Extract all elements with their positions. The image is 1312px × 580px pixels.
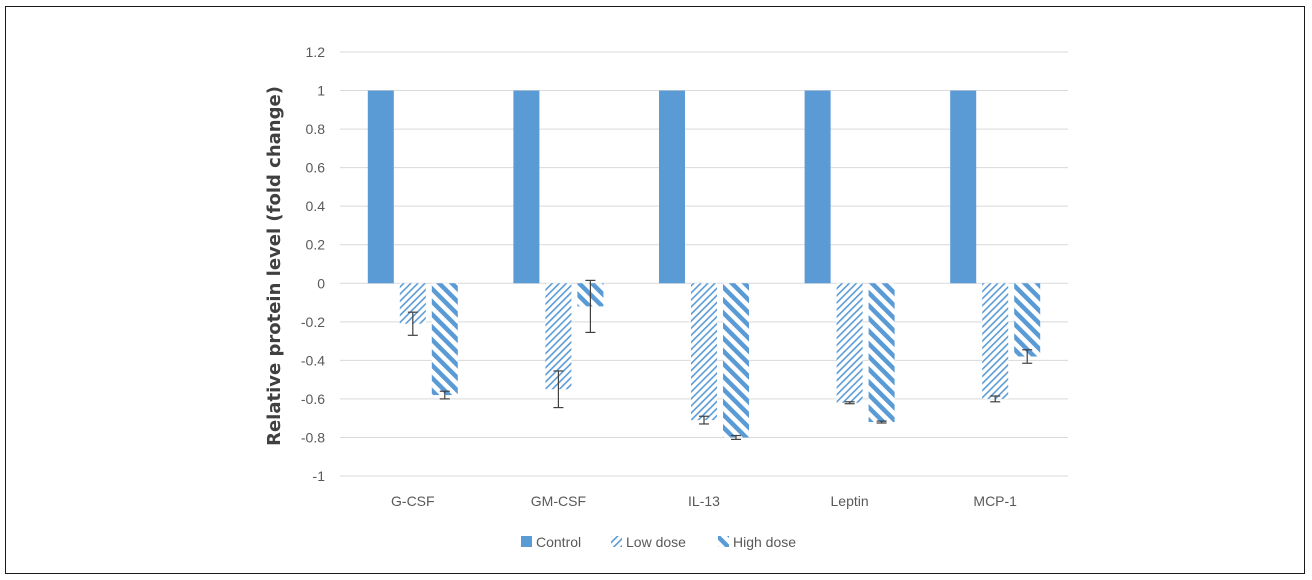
error-bar: [699, 415, 709, 425]
y-tick-label: 1.2: [306, 44, 326, 60]
x-category-label: GM-CSF: [531, 493, 586, 509]
bar-high-dose-il-13: [723, 283, 749, 438]
y-tick-label: 0.8: [306, 121, 326, 137]
error-bar: [585, 279, 596, 334]
bar-high-dose-leptin: [868, 283, 895, 423]
legend: Control Low dose High dose: [521, 534, 796, 550]
y-tick-label: -0.8: [301, 429, 325, 445]
y-axis-ticks: 1.2 1 0.8 0.6 0.4 0.2 0 -0.2 -0.4 -0.6 -0.8 -1: [301, 44, 325, 484]
y-tick-label: 0.6: [306, 160, 326, 176]
bar-low-dose-il-13: [691, 283, 717, 421]
bar-control-mcp-1: [950, 90, 977, 284]
legend-item: Low dose: [611, 534, 686, 550]
bars: [367, 90, 1041, 438]
y-axis-title: Relative protein level (fold change): [264, 86, 285, 446]
x-category-label: Leptin: [831, 493, 869, 509]
legend-swatch: [718, 536, 729, 547]
y-tick-label: -0.6: [301, 391, 325, 407]
error-bar: [553, 370, 564, 409]
bar-low-dose-mcp-1: [982, 283, 1009, 399]
error-bar: [407, 311, 418, 336]
error-bars: [407, 279, 1033, 440]
bar-low-dose-leptin: [836, 283, 863, 403]
y-tick-label: 0: [317, 275, 325, 291]
legend-label: High dose: [733, 534, 796, 550]
error-bar: [990, 395, 1001, 403]
figure-frame: [5, 6, 1305, 574]
error-bar: [439, 390, 450, 400]
legend-item: High dose: [718, 534, 796, 550]
bar-high-dose-mcp-1: [1014, 283, 1041, 357]
bar-high-dose-g-csf: [431, 283, 458, 396]
y-tick-label: 0.4: [306, 198, 326, 214]
y-tick-label: 1: [317, 83, 325, 99]
legend-swatch: [521, 536, 532, 547]
x-category-label: G-CSF: [391, 493, 435, 509]
legend-label: Control: [536, 534, 581, 550]
x-axis-categories: G-CSF GM-CSF IL-13 Leptin MCP-1: [391, 493, 1017, 509]
x-category-label: MCP-1: [973, 493, 1017, 509]
error-bar: [731, 434, 741, 440]
x-category-label: IL-13: [688, 493, 720, 509]
error-bar: [1022, 349, 1033, 364]
error-bar: [876, 420, 887, 424]
y-tick-label: -1: [313, 468, 326, 484]
legend-item: Control: [521, 534, 581, 550]
y-tick-label: -0.4: [301, 352, 325, 368]
legend-label: Low dose: [626, 534, 686, 550]
bar-control-g-csf: [367, 90, 394, 284]
legend-swatch: [611, 536, 622, 547]
error-bar: [844, 401, 855, 405]
bar-control-gm-csf: [513, 90, 540, 284]
bar-control-il-13: [659, 90, 685, 284]
y-tick-label: -0.2: [301, 314, 325, 330]
bar-control-leptin: [804, 90, 831, 284]
y-tick-label: 0.2: [306, 237, 326, 253]
